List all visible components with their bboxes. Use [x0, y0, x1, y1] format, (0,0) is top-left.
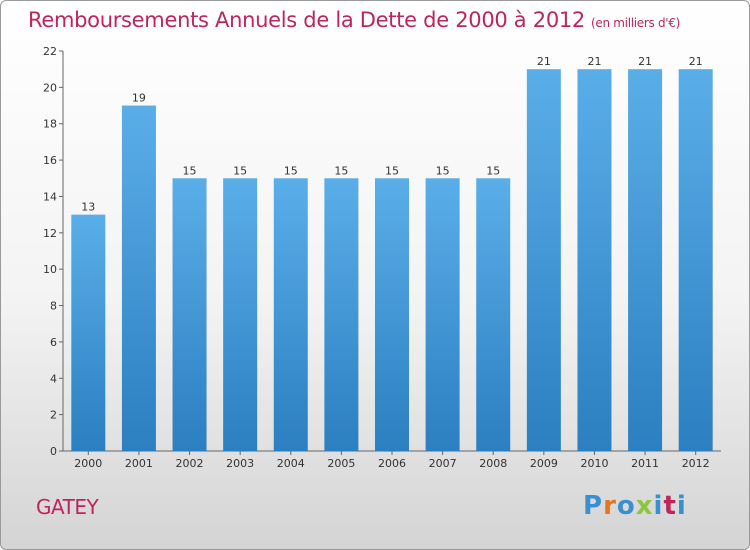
value-label: 15	[436, 164, 450, 177]
value-label: 15	[486, 164, 500, 177]
x-tick-label: 2003	[226, 457, 254, 470]
x-tick-label: 2002	[176, 457, 204, 470]
bar-2012[interactable]	[678, 69, 713, 451]
y-tick-label: 10	[43, 263, 57, 276]
bar-2003[interactable]	[223, 178, 258, 452]
bar-2000[interactable]	[71, 214, 106, 451]
x-tick-label: 2008	[479, 457, 507, 470]
x-tick-label: 2011	[631, 457, 659, 470]
logo-letter: x	[635, 491, 654, 521]
y-tick-label: 6	[50, 336, 57, 349]
y-tick-label: 18	[43, 118, 57, 131]
y-tick-label: 2	[50, 409, 57, 422]
bar-2004[interactable]	[273, 178, 308, 452]
y-tick-label: 22	[43, 45, 57, 58]
y-tick-label: 0	[50, 445, 57, 458]
bar-2001[interactable]	[121, 105, 156, 451]
bar-2005[interactable]	[324, 178, 359, 452]
value-label: 13	[81, 201, 95, 214]
x-tick-label: 2010	[580, 457, 608, 470]
x-tick-label: 2001	[125, 457, 153, 470]
bar-2006[interactable]	[375, 178, 409, 452]
value-label: 21	[689, 55, 703, 68]
logo-letter: t	[663, 491, 677, 521]
y-tick-label: 4	[50, 372, 57, 385]
chart-subtitle: (en milliers d'€)	[591, 16, 681, 30]
chart-bars	[71, 69, 713, 452]
x-tick-label: 2000	[74, 457, 102, 470]
value-label: 15	[385, 164, 399, 177]
value-label: 19	[132, 92, 146, 105]
commune-name: GATEY	[36, 495, 99, 519]
x-tick-label: 2007	[429, 457, 457, 470]
y-tick-label: 12	[43, 227, 57, 240]
x-tick-label: 2006	[378, 457, 406, 470]
x-tick-label: 2009	[530, 457, 558, 470]
bar-2010[interactable]	[577, 69, 612, 451]
chart-title: Remboursements Annuels de la Dette de 20…	[28, 8, 680, 32]
value-label: 15	[183, 164, 197, 177]
logo-letter: r	[603, 491, 617, 521]
x-tick-label: 2004	[277, 457, 305, 470]
bar-2008[interactable]	[476, 178, 511, 452]
logo-letter: i	[653, 491, 664, 521]
y-tick-label: 8	[50, 300, 57, 313]
logo-letter: o	[616, 491, 636, 521]
bar-2011[interactable]	[628, 69, 663, 451]
y-tick-label: 14	[43, 190, 57, 203]
value-label: 15	[334, 164, 348, 177]
y-tick-label: 16	[43, 154, 57, 167]
value-label: 21	[537, 55, 551, 68]
y-tick-label: 20	[43, 81, 57, 94]
x-tick-label: 2012	[682, 457, 710, 470]
value-label: 15	[233, 164, 247, 177]
logo-letter: i	[676, 491, 687, 521]
value-label: 21	[638, 55, 652, 68]
x-tick-label: 2005	[327, 457, 355, 470]
bar-2002[interactable]	[172, 178, 207, 452]
chart-labels: 13 2000 19 2001 15 2002 15 2003 15 2004 15 2005 15 20…	[74, 55, 709, 470]
logo-letter: P	[583, 491, 604, 521]
bar-2007[interactable]	[425, 178, 460, 452]
value-label: 15	[284, 164, 298, 177]
chart-title-text: Remboursements Annuels de la Dette de 20…	[28, 8, 585, 32]
value-label: 21	[587, 55, 601, 68]
proxiti-logo[interactable]: Proxiti	[583, 491, 687, 521]
bar-2009[interactable]	[526, 69, 561, 451]
